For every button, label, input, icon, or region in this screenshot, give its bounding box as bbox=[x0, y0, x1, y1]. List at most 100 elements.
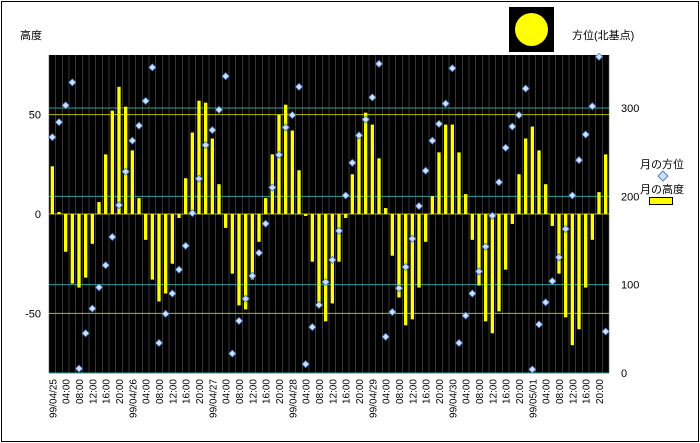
azimuth-point bbox=[301, 360, 310, 369]
altitude-bar bbox=[317, 214, 321, 304]
azimuth-point bbox=[454, 338, 464, 348]
azimuth-point bbox=[488, 211, 497, 220]
azimuth-point bbox=[474, 267, 484, 276]
x-tick-label: 12:00 bbox=[248, 379, 259, 404]
altitude-bar bbox=[544, 184, 548, 214]
x-tick-label: 99/04/29 bbox=[368, 379, 379, 418]
altitude-bar bbox=[464, 194, 468, 214]
altitude-bar bbox=[97, 202, 101, 214]
x-tick-label-group: 99/04/26 bbox=[128, 379, 139, 418]
x-tick-label-group: 04:00 bbox=[542, 379, 553, 404]
azimuth-point bbox=[81, 329, 90, 338]
altitude-bar bbox=[497, 214, 501, 312]
x-tick-label: 16:00 bbox=[582, 379, 593, 404]
x-tick-label: 08:00 bbox=[75, 379, 86, 404]
x-tick-label-group: 12:00 bbox=[488, 379, 499, 404]
x-tick-label-group: 99/04/27 bbox=[208, 379, 219, 418]
azimuth-point bbox=[121, 167, 130, 176]
azimuth-point bbox=[321, 277, 330, 287]
altitude-bar bbox=[237, 214, 241, 306]
left-tick-label: 50 bbox=[29, 110, 41, 122]
altitude-bar bbox=[417, 214, 421, 288]
altitude-bar bbox=[277, 114, 281, 214]
altitude-bar bbox=[477, 214, 481, 286]
azimuth-point bbox=[561, 224, 570, 234]
azimuth-point bbox=[161, 309, 170, 318]
azimuth-point bbox=[308, 323, 317, 332]
altitude-bar bbox=[184, 178, 188, 214]
altitude-bar bbox=[350, 174, 354, 214]
azimuth-point bbox=[594, 52, 604, 61]
azimuth-point bbox=[141, 96, 150, 105]
azimuth-point bbox=[94, 283, 104, 292]
left-tick-label: 0 bbox=[35, 209, 41, 221]
altitude-bar bbox=[264, 198, 268, 214]
x-tick-label-group: 20:00 bbox=[115, 379, 126, 404]
x-tick-label-group: 20:00 bbox=[275, 379, 286, 404]
altitude-bar bbox=[64, 214, 68, 252]
altitude-bar bbox=[604, 154, 608, 214]
azimuth-point bbox=[394, 284, 404, 293]
azimuth-point bbox=[341, 191, 350, 200]
x-tick-label: 08:00 bbox=[555, 379, 566, 404]
altitude-bar bbox=[170, 214, 174, 264]
x-tick-label: 20:00 bbox=[435, 379, 446, 404]
x-tick-label: 08:00 bbox=[475, 379, 486, 404]
altitude-bar bbox=[344, 214, 348, 218]
azimuth-point bbox=[254, 248, 264, 257]
x-tick-label: 20:00 bbox=[355, 379, 366, 404]
azimuth-point bbox=[368, 93, 377, 102]
azimuth-point bbox=[521, 84, 530, 93]
azimuth-point bbox=[334, 226, 344, 235]
x-tick-label-group: 04:00 bbox=[382, 379, 393, 404]
azimuth-point bbox=[494, 178, 504, 187]
azimuth-point bbox=[128, 136, 137, 145]
legend-azimuth-label: 月の方位 bbox=[640, 159, 684, 171]
x-tick-label: 16:00 bbox=[502, 379, 513, 404]
x-tick-label-group: 08:00 bbox=[475, 379, 486, 404]
azimuth-point bbox=[188, 209, 197, 218]
azimuth-point bbox=[88, 304, 97, 313]
azimuth-point bbox=[54, 118, 64, 127]
legend-altitude-label: 月の高度 bbox=[640, 184, 684, 196]
altitude-bar bbox=[110, 110, 114, 214]
altitude-bar bbox=[250, 214, 254, 280]
altitude-bar bbox=[284, 104, 288, 214]
x-tick-label-group: 99/04/30 bbox=[448, 379, 459, 418]
altitude-bar bbox=[437, 152, 441, 214]
x-tick-label-group: 08:00 bbox=[155, 379, 166, 404]
azimuth-point bbox=[201, 141, 210, 150]
azimuth-point bbox=[328, 255, 337, 264]
x-tick-label: 04:00 bbox=[302, 379, 313, 404]
x-tick-label-group: 12:00 bbox=[248, 379, 259, 404]
altitude-bar bbox=[384, 208, 388, 214]
x-tick-label-group: 08:00 bbox=[395, 379, 406, 404]
altitude-bar bbox=[204, 102, 208, 214]
azimuth-point bbox=[361, 115, 370, 124]
altitude-bar bbox=[77, 214, 81, 288]
altitude-bar bbox=[117, 86, 121, 214]
azimuth-point bbox=[68, 78, 77, 87]
x-tick-label-group: 20:00 bbox=[355, 379, 366, 404]
azimuth-point bbox=[48, 133, 57, 142]
x-tick-label-group: 16:00 bbox=[342, 379, 353, 404]
azimuth-point bbox=[434, 119, 444, 128]
azimuth-point bbox=[214, 105, 224, 114]
altitude-bar bbox=[510, 214, 514, 224]
azimuth-point bbox=[374, 59, 384, 68]
altitude-bar bbox=[104, 154, 108, 214]
altitude-bar bbox=[130, 150, 134, 214]
altitude-bar bbox=[70, 214, 74, 284]
x-tick-label: 04:00 bbox=[222, 379, 233, 404]
azimuth-point bbox=[481, 242, 490, 251]
x-tick-label: 20:00 bbox=[115, 379, 126, 404]
azimuth-point bbox=[314, 300, 324, 310]
azimuth-point bbox=[268, 183, 277, 192]
x-tick-label-group: 04:00 bbox=[142, 379, 153, 404]
x-tick-label: 12:00 bbox=[168, 379, 179, 404]
altitude-bar bbox=[50, 166, 54, 214]
altitude-bar bbox=[444, 124, 448, 214]
altitude-bar bbox=[90, 214, 94, 244]
azimuth-point bbox=[388, 307, 397, 317]
